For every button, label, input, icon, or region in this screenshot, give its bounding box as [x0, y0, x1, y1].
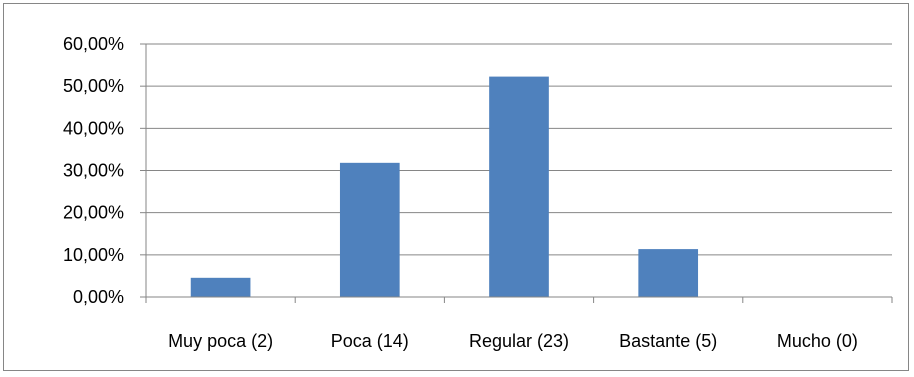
- y-tick-label: 0,00%: [73, 287, 124, 307]
- y-tick-labels: 0,00% 10,00% 20,00% 30,00% 40,00% 50,00% 60,00…: [63, 34, 124, 307]
- y-tick-label: 60,00%: [63, 34, 124, 54]
- x-tick-label: Mucho (0): [777, 331, 858, 351]
- y-tick-label: 40,00%: [63, 118, 124, 138]
- x-tick-label: Poca (14): [331, 331, 409, 351]
- x-tick-label: Regular (23): [469, 331, 569, 351]
- bars: [190, 76, 699, 297]
- bar-chart: 0,00% 10,00% 20,00% 30,00% 40,00% 50,00% 60,00…: [63, 34, 893, 351]
- y-tick-label: 20,00%: [63, 203, 124, 223]
- x-tick-label: Bastante (5): [619, 331, 717, 351]
- bar: [638, 249, 699, 297]
- axes: [140, 43, 893, 303]
- bar: [190, 277, 251, 297]
- y-tick-label: 50,00%: [63, 76, 124, 96]
- y-tick-label: 10,00%: [63, 245, 124, 265]
- bar: [489, 76, 549, 297]
- x-tick-label: Muy poca (2): [168, 331, 273, 351]
- chart-frame: 0,00% 10,00% 20,00% 30,00% 40,00% 50,00% 60,00…: [3, 3, 909, 371]
- x-tick-labels: Muy poca (2) Poca (14) Regular (23) Bastant…: [168, 331, 858, 351]
- bar: [339, 162, 400, 297]
- y-tick-label: 30,00%: [63, 161, 124, 181]
